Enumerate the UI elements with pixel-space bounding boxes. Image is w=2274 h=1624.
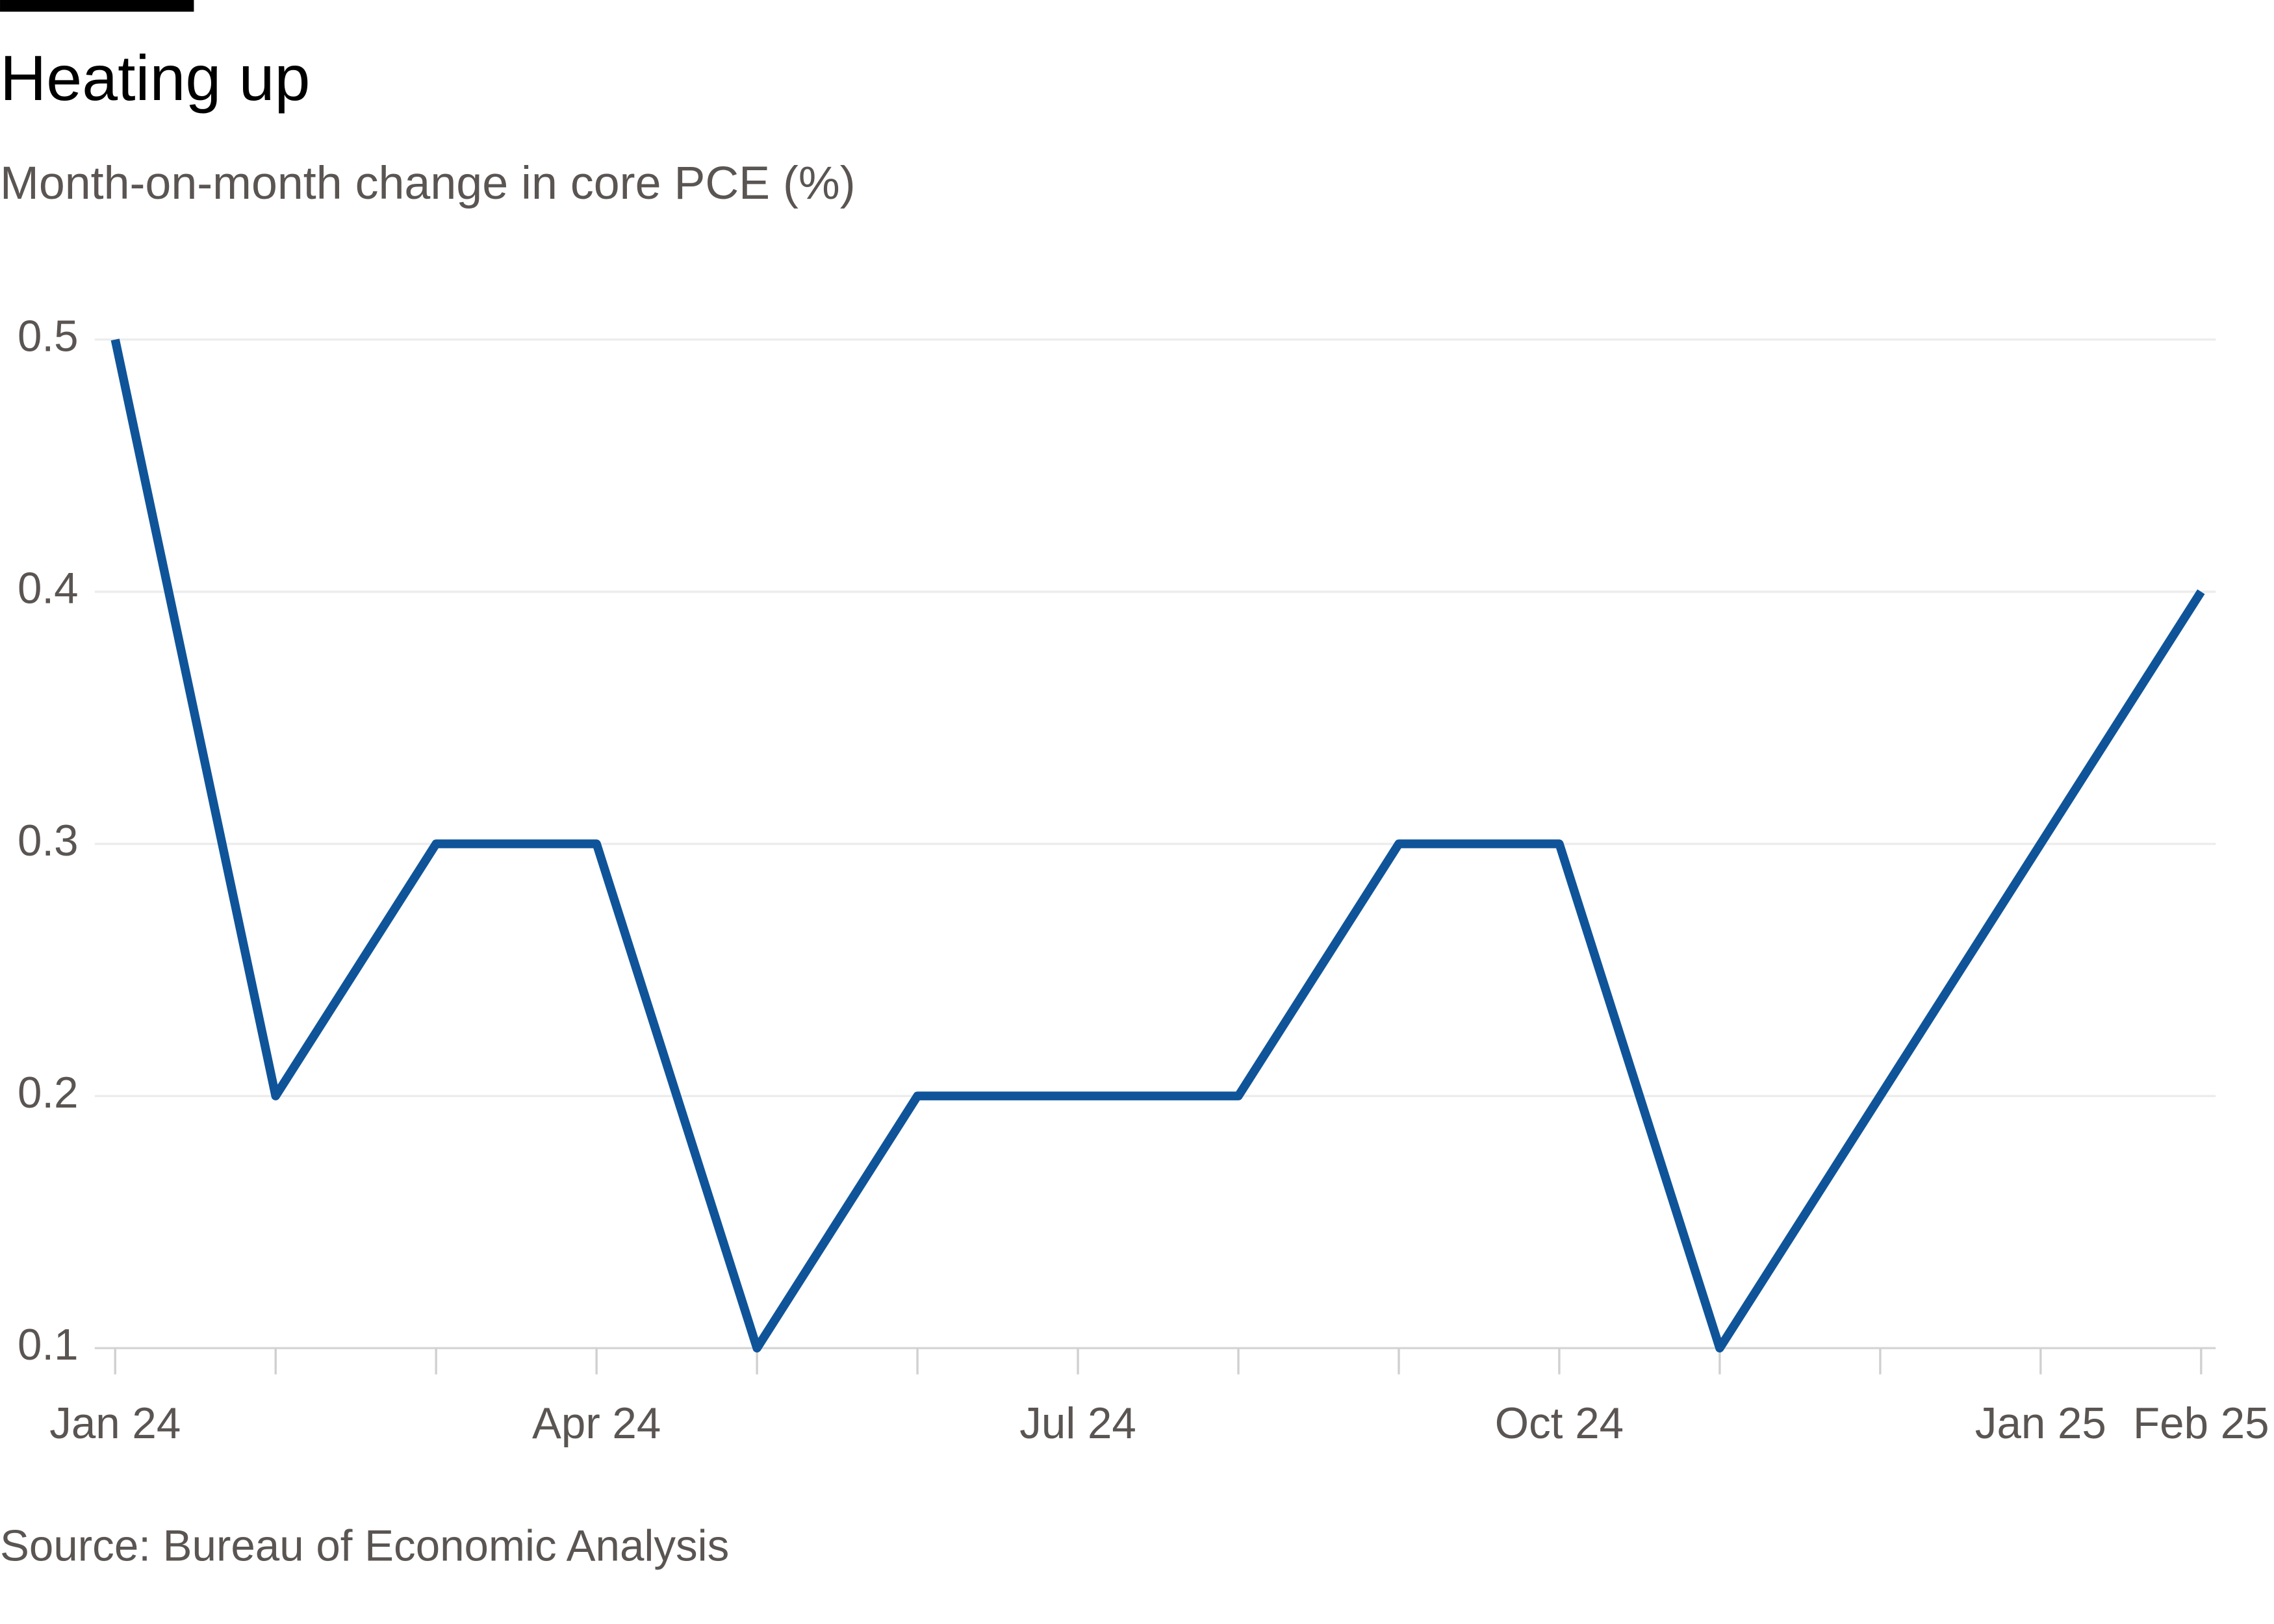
y-tick-label: 0.5: [18, 312, 79, 361]
x-tick-label: Apr 24: [532, 1399, 661, 1448]
x-tick-label: Oct 24: [1495, 1399, 1624, 1448]
y-tick-label: 0.1: [18, 1321, 79, 1369]
brand-bar: [0, 0, 194, 12]
x-tick-label: Jul 24: [1019, 1399, 1136, 1448]
y-tick-label: 0.3: [18, 817, 79, 865]
x-tick-label: Feb 25: [2133, 1399, 2269, 1448]
y-tick-label: 0.4: [18, 565, 79, 613]
data-line: [110, 338, 2205, 1353]
chart-title: Heating up: [0, 42, 310, 114]
y-tick-label: 0.2: [18, 1069, 79, 1117]
source-note: Source: Bureau of Economic Analysis: [0, 1522, 729, 1571]
x-tick-label: Jan 24: [49, 1399, 181, 1448]
chart-subtitle: Month-on-month change in core PCE (%): [0, 157, 856, 209]
x-tick-label: Jan 25: [1975, 1399, 2106, 1448]
